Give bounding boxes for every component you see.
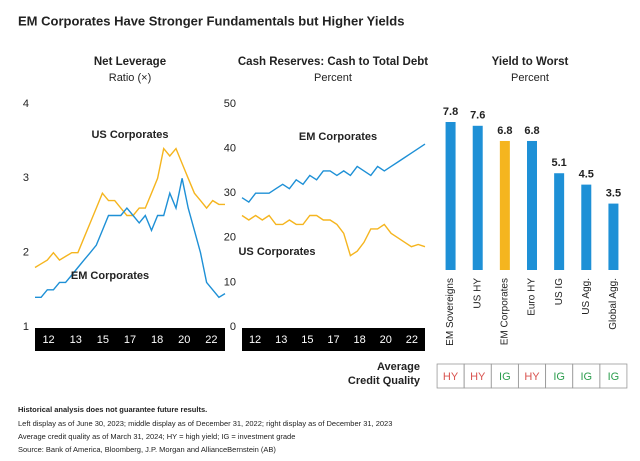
x-tick-label: US HY: [472, 278, 483, 309]
credit-quality-label: Average Credit Quality: [348, 361, 421, 387]
value-label: 6.8: [497, 125, 512, 137]
note: Source: Bank of America, Bloomberg, J.P.…: [18, 445, 276, 454]
credit-quality: IG: [499, 371, 511, 383]
series-label: US Corporates: [238, 246, 315, 258]
value-label: 3.5: [606, 187, 621, 199]
x-tick-label: US Agg.: [581, 278, 592, 315]
x-tick-label: 22: [406, 334, 418, 346]
credit-quality: IG: [553, 371, 565, 383]
x-tick-label: 18: [151, 334, 163, 346]
note: Historical analysis does not guarantee f…: [18, 405, 207, 414]
x-tick-label: 20: [380, 334, 392, 346]
line-series: [241, 214, 426, 257]
x-tick-label: 22: [205, 334, 217, 346]
x-tick-label: US IG: [554, 278, 565, 305]
x-tick-label: 15: [97, 334, 109, 346]
credit-quality: HY: [443, 371, 459, 383]
panel-title: Cash Reserves: Cash to Total Debt: [238, 56, 428, 68]
credit-quality: IG: [580, 371, 592, 383]
panel-subtitle: Percent: [314, 72, 352, 84]
series-label: EM Corporates: [299, 131, 377, 143]
value-label: 5.1: [551, 157, 566, 169]
y-tick-label: 50: [224, 98, 236, 110]
note: Average credit quality as of March 31, 2…: [18, 432, 295, 441]
bar: [554, 173, 565, 270]
y-tick-label: 1: [23, 321, 29, 333]
value-label: 7.6: [470, 110, 485, 122]
y-tick-label: 0: [230, 321, 236, 333]
x-tick-label: 15: [301, 334, 313, 346]
bar: [445, 122, 456, 270]
credit-quality: HY: [470, 371, 486, 383]
note: Left display as of June 30, 2023; middle…: [18, 419, 392, 428]
line-series: [35, 178, 226, 299]
panel-subtitle: Ratio (×): [109, 72, 152, 84]
page-title: EM Corporates Have Stronger Fundamentals…: [18, 13, 404, 28]
bar: [527, 140, 537, 270]
y-tick-label: 20: [224, 232, 236, 244]
x-tick-label: 13: [70, 334, 82, 346]
x-tick-label: EM Sovereigns: [445, 278, 456, 346]
line-series: [241, 143, 426, 204]
y-tick-label: 30: [224, 187, 236, 199]
x-tick-label: Global Agg.: [608, 278, 619, 330]
panel-subtitle: Percent: [511, 72, 549, 84]
y-tick-label: 3: [23, 172, 29, 184]
bar: [581, 184, 592, 270]
x-tick-label: 12: [249, 334, 261, 346]
x-axis-band: [242, 328, 425, 351]
panel-title: Net Leverage: [94, 56, 166, 68]
x-tick-label: 20: [178, 334, 190, 346]
credit-box: [599, 363, 628, 389]
bar: [499, 140, 510, 270]
x-axis-band: [35, 328, 225, 351]
x-tick-label: 13: [275, 334, 287, 346]
x-tick-label: 18: [354, 334, 366, 346]
y-tick-label: 2: [23, 247, 29, 259]
bar: [472, 125, 483, 271]
line-series: [34, 147, 225, 269]
x-tick-label: 17: [124, 334, 136, 346]
panel-title: Yield to Worst: [492, 56, 569, 68]
value-label: 6.8: [524, 125, 539, 137]
series-label: US Corporates: [91, 129, 168, 141]
y-tick-label: 10: [224, 276, 236, 288]
value-label: 4.5: [579, 169, 594, 181]
x-tick-label: 17: [327, 334, 339, 346]
y-tick-label: 40: [224, 143, 236, 155]
x-tick-label: Euro HY: [527, 278, 538, 316]
x-tick-label: 12: [42, 334, 54, 346]
value-label: 7.8: [443, 106, 458, 118]
credit-quality: HY: [524, 371, 540, 383]
bar: [608, 203, 619, 270]
y-tick-label: 4: [23, 98, 29, 110]
x-tick-label: EM Corporates: [499, 278, 510, 345]
series-label: EM Corporates: [71, 270, 149, 282]
credit-box: [436, 363, 465, 389]
credit-box: [463, 363, 492, 389]
credit-quality: IG: [608, 371, 620, 383]
